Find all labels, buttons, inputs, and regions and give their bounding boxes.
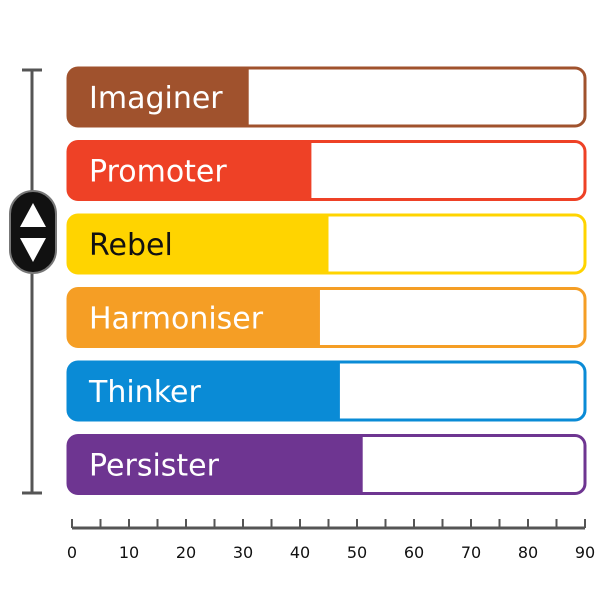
bar-fill (68, 435, 363, 494)
x-tick-label: 50 (347, 543, 367, 562)
bar-imaginer: Imaginer (66, 66, 587, 128)
triangle-down-icon[interactable] (20, 238, 46, 262)
bar-fill (68, 68, 249, 126)
x-tick-label: 80 (518, 543, 538, 562)
bar-fill (68, 141, 312, 200)
x-tick-label: 30 (233, 543, 253, 562)
bar-label: Harmoniser (89, 302, 264, 337)
scroll-control[interactable] (9, 190, 57, 274)
x-tick-label: 40 (290, 543, 310, 562)
x-tick-label: 70 (461, 543, 481, 562)
x-tick-label: 20 (176, 543, 196, 562)
bars-group: Imaginer Promoter Rebel Harmoniser Thinker Pe… (66, 66, 587, 495)
x-tick-label: 10 (119, 543, 139, 562)
x-tick-label: 60 (404, 543, 424, 562)
bar-label: Persister (89, 449, 220, 484)
vertical-scale (22, 68, 42, 495)
bar-thinker: Thinker (66, 360, 587, 422)
bar-label: Promoter (89, 155, 227, 190)
x-tick-label: 0 (67, 543, 77, 562)
bar-promoter: Promoter (66, 140, 587, 201)
bar-label: Thinker (88, 375, 201, 410)
bar-fill (68, 288, 320, 347)
bar-label: Imaginer (89, 81, 223, 116)
scroll-control-body[interactable] (9, 190, 57, 274)
bar-fill (68, 362, 340, 420)
x-axis: 0 10 20 30 40 50 60 70 80 90 (67, 519, 595, 562)
bar-persister: Persister (66, 434, 587, 495)
bar-harmoniser: Harmoniser (66, 287, 587, 348)
bar-rebel: Rebel (66, 213, 587, 275)
x-tick-label: 90 (575, 543, 595, 562)
triangle-up-icon[interactable] (20, 203, 46, 227)
bar-fill (68, 215, 329, 273)
bar-label: Rebel (89, 228, 173, 263)
